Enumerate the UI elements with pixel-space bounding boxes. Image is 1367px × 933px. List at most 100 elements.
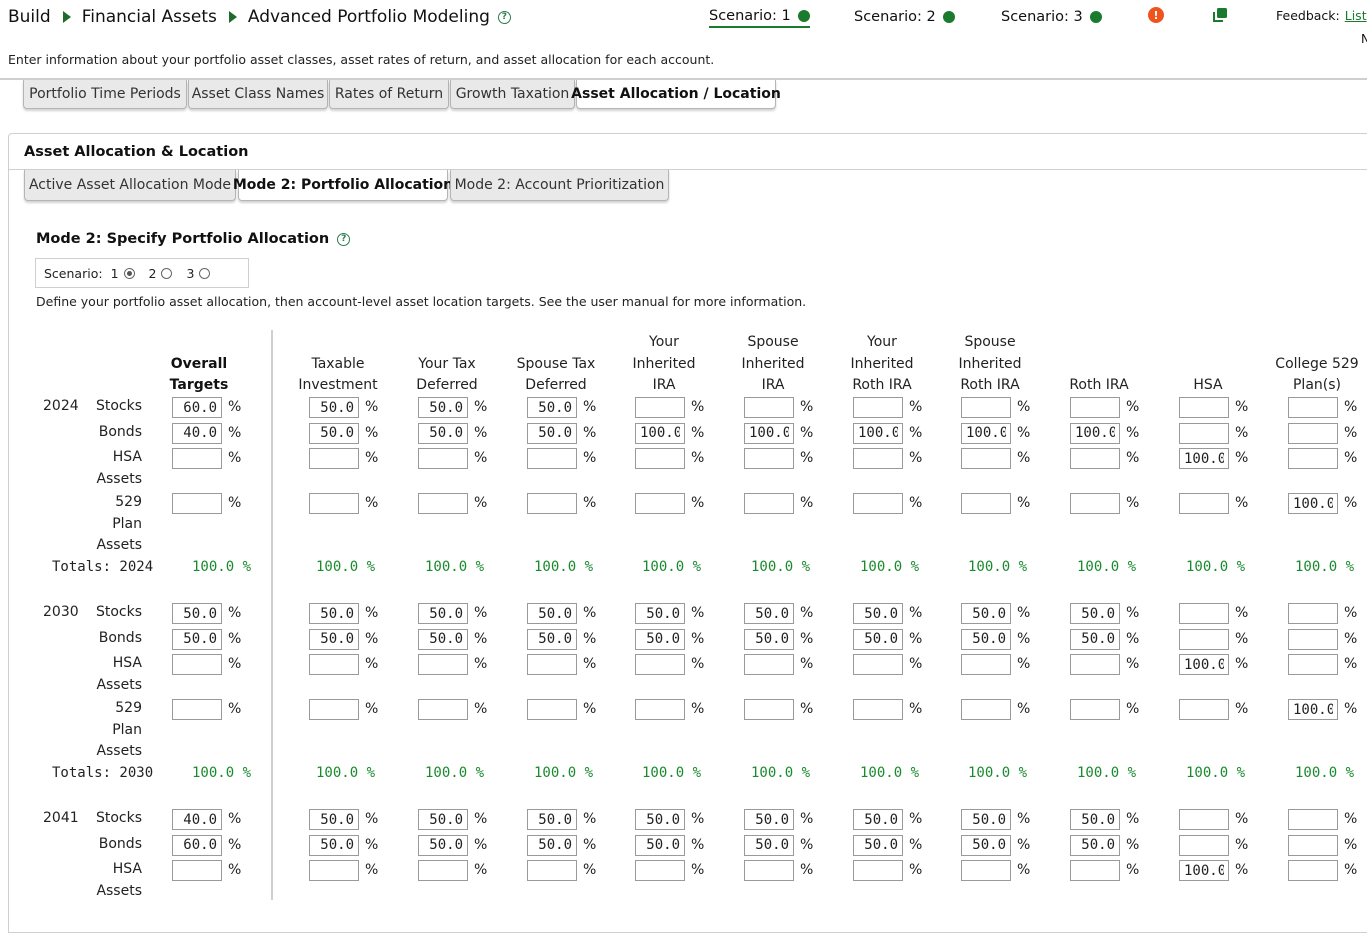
allocation-input[interactable] [527, 448, 577, 469]
allocation-input[interactable] [853, 628, 903, 650]
allocation-input[interactable] [418, 699, 468, 720]
allocation-input[interactable] [635, 654, 685, 675]
allocation-input[interactable] [853, 448, 903, 469]
allocation-input[interactable] [1070, 397, 1120, 418]
allocation-input[interactable] [527, 628, 577, 650]
allocation-input[interactable] [172, 603, 222, 624]
allocation-input[interactable] [744, 628, 794, 650]
copy-icon[interactable] [1212, 7, 1228, 23]
allocation-input[interactable] [172, 448, 222, 469]
allocation-input[interactable] [635, 809, 685, 830]
allocation-input[interactable] [1179, 603, 1229, 624]
allocation-input[interactable] [1070, 628, 1120, 650]
allocation-input[interactable] [172, 493, 222, 514]
allocation-input[interactable] [527, 809, 577, 830]
allocation-input[interactable] [1070, 860, 1120, 881]
allocation-input[interactable] [853, 654, 903, 675]
tab-rates-of-return[interactable]: Rates of Return [329, 80, 449, 109]
allocation-input[interactable] [1179, 422, 1229, 444]
allocation-input[interactable] [635, 603, 685, 624]
allocation-input[interactable] [744, 422, 794, 444]
allocation-input[interactable] [961, 628, 1011, 650]
allocation-input[interactable] [172, 809, 222, 830]
allocation-input[interactable] [853, 834, 903, 856]
allocation-input[interactable] [527, 699, 577, 720]
allocation-input[interactable] [635, 493, 685, 514]
allocation-input[interactable] [1179, 448, 1229, 469]
allocation-input[interactable] [309, 448, 359, 469]
allocation-input[interactable] [1288, 628, 1338, 650]
allocation-input[interactable] [309, 809, 359, 830]
allocation-input[interactable] [1288, 397, 1338, 418]
allocation-input[interactable] [1288, 834, 1338, 856]
allocation-input[interactable] [418, 397, 468, 418]
allocation-input[interactable] [309, 699, 359, 720]
allocation-input[interactable] [635, 834, 685, 856]
breadcrumb-build[interactable]: Build [8, 7, 51, 27]
allocation-input[interactable] [418, 448, 468, 469]
tab-scenario-1[interactable]: Scenario: 1 [709, 6, 810, 28]
allocation-input[interactable] [527, 603, 577, 624]
allocation-input[interactable] [172, 860, 222, 881]
tab-mode2-account-prioritization[interactable]: Mode 2: Account Prioritization [450, 170, 669, 201]
allocation-input[interactable] [853, 397, 903, 418]
allocation-input[interactable] [635, 422, 685, 444]
allocation-input[interactable] [961, 834, 1011, 856]
allocation-input[interactable] [1288, 603, 1338, 624]
alert-icon[interactable]: ! [1148, 7, 1164, 23]
allocation-input[interactable] [309, 654, 359, 675]
allocation-input[interactable] [744, 834, 794, 856]
allocation-input[interactable] [1288, 493, 1338, 514]
allocation-input[interactable] [172, 397, 222, 418]
allocation-input[interactable] [1179, 809, 1229, 830]
tab-active-asset-allocation-mode[interactable]: Active Asset Allocation Mode [24, 170, 236, 201]
allocation-input[interactable] [744, 654, 794, 675]
allocation-input[interactable] [744, 809, 794, 830]
allocation-input[interactable] [1070, 809, 1120, 830]
allocation-input[interactable] [1070, 654, 1120, 675]
allocation-input[interactable] [744, 860, 794, 881]
allocation-input[interactable] [1070, 448, 1120, 469]
allocation-input[interactable] [1179, 654, 1229, 675]
allocation-input[interactable] [172, 699, 222, 720]
allocation-input[interactable] [853, 493, 903, 514]
allocation-input[interactable] [309, 397, 359, 418]
allocation-input[interactable] [172, 422, 222, 444]
allocation-input[interactable] [1070, 603, 1120, 624]
allocation-input[interactable] [1070, 834, 1120, 856]
allocation-input[interactable] [744, 448, 794, 469]
allocation-input[interactable] [961, 699, 1011, 720]
allocation-input[interactable] [418, 809, 468, 830]
allocation-input[interactable] [418, 628, 468, 650]
scenario-radio-1[interactable] [123, 267, 135, 279]
allocation-input[interactable] [853, 699, 903, 720]
allocation-input[interactable] [961, 654, 1011, 675]
help-icon[interactable]: ? [497, 10, 511, 24]
allocation-input[interactable] [527, 493, 577, 514]
allocation-input[interactable] [1288, 699, 1338, 720]
allocation-input[interactable] [1070, 422, 1120, 444]
allocation-input[interactable] [418, 493, 468, 514]
allocation-input[interactable] [172, 628, 222, 650]
allocation-input[interactable] [1179, 834, 1229, 856]
allocation-input[interactable] [418, 834, 468, 856]
tab-asset-class-names[interactable]: Asset Class Names [188, 80, 328, 109]
feedback-list-link[interactable]: List [1344, 8, 1367, 23]
allocation-input[interactable] [309, 860, 359, 881]
allocation-input[interactable] [418, 654, 468, 675]
allocation-input[interactable] [309, 834, 359, 856]
allocation-input[interactable] [1288, 809, 1338, 830]
allocation-input[interactable] [961, 493, 1011, 514]
allocation-input[interactable] [853, 603, 903, 624]
allocation-input[interactable] [635, 860, 685, 881]
allocation-input[interactable] [961, 809, 1011, 830]
allocation-input[interactable] [635, 448, 685, 469]
tab-portfolio-time-periods[interactable]: Portfolio Time Periods [23, 80, 187, 109]
allocation-input[interactable] [961, 603, 1011, 624]
allocation-input[interactable] [744, 699, 794, 720]
allocation-input[interactable] [744, 397, 794, 418]
allocation-input[interactable] [1179, 397, 1229, 418]
allocation-input[interactable] [172, 654, 222, 675]
allocation-input[interactable] [527, 654, 577, 675]
tab-asset-allocation-location[interactable]: Asset Allocation / Location [571, 80, 781, 109]
